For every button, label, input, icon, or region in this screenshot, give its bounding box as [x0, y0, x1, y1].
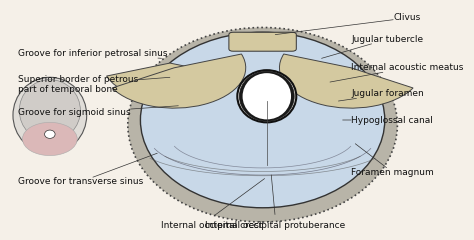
Text: Superior border of petrous
part of temporal bone: Superior border of petrous part of tempo…: [18, 75, 170, 94]
Text: Internal acoustic meatus: Internal acoustic meatus: [330, 63, 464, 82]
Text: Groove for inferior petrosal sinus: Groove for inferior petrosal sinus: [18, 49, 168, 58]
Ellipse shape: [19, 80, 81, 141]
Ellipse shape: [140, 32, 385, 208]
Text: Internal occipital protuberance: Internal occipital protuberance: [205, 221, 346, 230]
Ellipse shape: [45, 130, 55, 138]
Wedge shape: [112, 54, 246, 108]
Text: Jugular foramen: Jugular foramen: [338, 90, 424, 101]
Text: Jugular tubercle: Jugular tubercle: [321, 35, 423, 58]
Text: Hypoglossal canal: Hypoglossal canal: [343, 115, 433, 125]
Ellipse shape: [22, 122, 77, 156]
Ellipse shape: [128, 28, 397, 222]
Ellipse shape: [13, 77, 87, 153]
Wedge shape: [107, 63, 233, 101]
Ellipse shape: [239, 71, 294, 121]
Text: Foramen magnum: Foramen magnum: [351, 144, 434, 177]
Ellipse shape: [243, 73, 291, 120]
Text: Internal occipital crest: Internal occipital crest: [161, 221, 263, 230]
Wedge shape: [280, 54, 413, 108]
Text: Groove for transverse sinus: Groove for transverse sinus: [18, 153, 157, 186]
FancyBboxPatch shape: [229, 32, 296, 51]
Text: Clivus: Clivus: [275, 13, 420, 35]
Text: Groove for sigmoid sinus: Groove for sigmoid sinus: [18, 106, 178, 117]
Ellipse shape: [237, 70, 296, 122]
